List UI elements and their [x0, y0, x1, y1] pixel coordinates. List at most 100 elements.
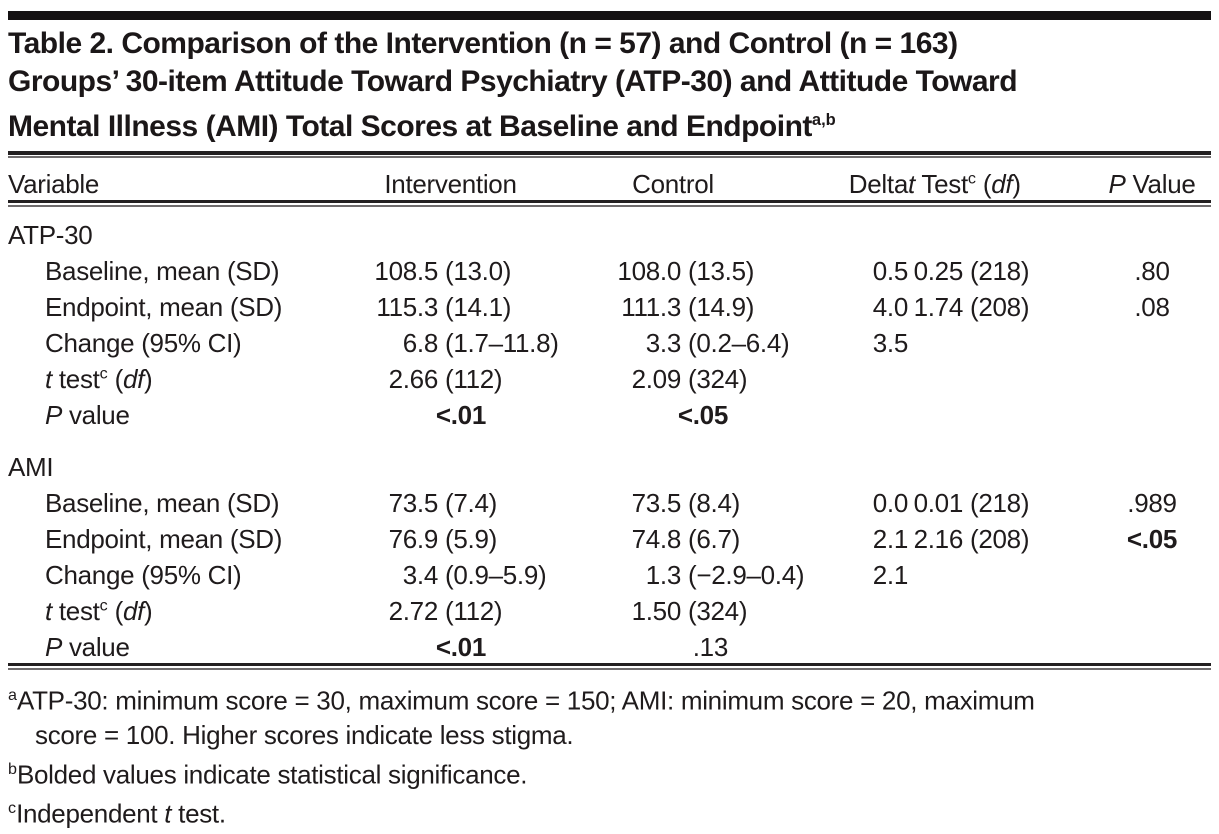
- delta-cell: [798, 359, 908, 395]
- title-divider-rule: [8, 151, 1211, 158]
- intervention-cell: 2.72 (112): [388, 596, 503, 626]
- table-row: t testc (df) 2.72 (112) 1.50 (324): [8, 591, 1211, 627]
- section-row-atp30: ATP-30: [8, 207, 1211, 251]
- table-row: P value <.01 <.05: [8, 395, 1211, 431]
- table-row: Endpoint, mean (SD) 115.3 (14.1) 111.3 (14…: [8, 287, 1211, 323]
- t-test-cell: 0.01 (218): [913, 488, 1030, 518]
- footnotes: aATP-30: minimum score = 30, maximum sco…: [8, 678, 1211, 831]
- row-label: Change (95% CI): [45, 560, 242, 590]
- header-divider-rule: [8, 200, 1211, 207]
- row-label: t testc (df): [45, 596, 153, 626]
- footnote-a-line-1: ATP-30: minimum score = 30, maximum scor…: [16, 685, 1035, 716]
- t-test-cell: 2.16 (208): [913, 524, 1030, 554]
- table-title-superscript: a,b: [811, 111, 836, 129]
- column-header-t-test: t Testc (df): [908, 169, 1021, 199]
- intervention-cell: 115.3 (14.1): [376, 292, 512, 322]
- row-label: P value: [45, 400, 130, 430]
- table-title-line-3-text: Mental Illness (AMI) Total Scores at Bas…: [8, 110, 812, 143]
- intervention-cell: <.01: [435, 632, 486, 662]
- control-cell: 73.5 (8.4): [631, 488, 741, 518]
- p-value-cell: [1093, 323, 1211, 359]
- row-label: Baseline, mean (SD): [45, 256, 280, 286]
- intervention-cell: 6.8 (1.7–11.8): [402, 328, 559, 358]
- t-test-cell: [908, 591, 1093, 627]
- table-row: t testc (df) 2.66 (112) 2.09 (324): [8, 359, 1211, 395]
- column-header-intervention: Intervention: [384, 169, 517, 199]
- control-cell: 1.3 (−2.9–0.4): [645, 560, 805, 590]
- body-bottom-rule: [8, 663, 1211, 670]
- row-label: Baseline, mean (SD): [45, 488, 280, 518]
- p-value-cell: [1093, 627, 1211, 663]
- p-value-cell: [1093, 395, 1211, 431]
- row-label: Change (95% CI): [45, 328, 242, 358]
- intervention-cell: 108.5 (13.0): [374, 256, 512, 286]
- p-value-cell: [1093, 359, 1211, 395]
- delta-cell: [798, 395, 908, 431]
- section-label: ATP-30: [8, 220, 93, 250]
- row-label: t testc (df): [45, 364, 153, 394]
- table-row: Change (95% CI) 3.4 (0.9–5.9) 1.3 (−2.9–0.…: [8, 555, 1211, 591]
- table-row: P value <.01 .13: [8, 627, 1211, 663]
- footnote-c-text: Independent t test.: [16, 798, 226, 829]
- row-label: Endpoint, mean (SD): [45, 524, 283, 554]
- intervention-cell: 73.5 (7.4): [388, 488, 498, 518]
- control-cell: 74.8 (6.7): [631, 524, 741, 554]
- table-row: Baseline, mean (SD) 108.5 (13.0) 108.0 (13…: [8, 251, 1211, 287]
- table-title-line-1: Table 2. Comparison of the Intervention …: [8, 27, 958, 60]
- row-label: P value: [45, 632, 130, 662]
- table-header-row: Variable Intervention Control Delta t Te…: [8, 158, 1211, 200]
- footnote-b: bBolded values indicate statistical sign…: [8, 752, 1211, 792]
- t-test-cell: 1.74 (208): [913, 292, 1030, 322]
- footnote-b-text: Bolded values indicate statistical signi…: [16, 759, 528, 790]
- p-value-cell: .80: [1134, 256, 1170, 286]
- section-row-ami: AMI: [8, 431, 1211, 483]
- t-test-cell: 0.25 (218): [913, 256, 1030, 286]
- delta-cell: 3.5: [872, 328, 909, 358]
- intervention-cell: 2.66 (112): [388, 364, 503, 394]
- delta-cell: 2.1: [872, 560, 909, 590]
- t-test-cell: [908, 627, 1093, 663]
- table-row: Baseline, mean (SD) 73.5 (7.4) 73.5 (8.4) …: [8, 483, 1211, 519]
- control-cell: 3.3 (0.2–6.4): [645, 328, 790, 358]
- delta-cell: 4.0: [872, 292, 909, 322]
- control-cell: <.05: [677, 400, 728, 430]
- p-value-cell: [1093, 555, 1211, 591]
- column-header-delta: Delta: [848, 169, 909, 199]
- control-cell: 1.50 (324): [631, 596, 748, 626]
- footnote-c: cIndependent t test.: [8, 791, 1211, 831]
- delta-cell: [798, 627, 908, 663]
- control-cell: 111.3 (14.9): [621, 292, 755, 322]
- t-test-cell: [908, 359, 1093, 395]
- comparison-table: Variable Intervention Control Delta t Te…: [8, 158, 1211, 670]
- p-value-cell: .989: [1127, 488, 1177, 518]
- table-title-line-3: Mental Illness (AMI) Total Scores at Bas…: [8, 101, 1211, 146]
- control-cell: .13: [692, 632, 729, 662]
- delta-cell: 0.5: [872, 256, 909, 286]
- row-label: Endpoint, mean (SD): [45, 292, 283, 322]
- delta-cell: 2.1: [872, 524, 909, 554]
- p-value-cell: .08: [1134, 292, 1170, 322]
- footnote-a-marker: a: [8, 686, 17, 704]
- section-label: AMI: [8, 452, 54, 482]
- table-title: Table 2. Comparison of the Intervention …: [8, 25, 1211, 146]
- p-value-cell: [1093, 591, 1211, 627]
- column-header-variable: Variable: [8, 169, 100, 199]
- p-value-cell: <.05: [1126, 524, 1178, 554]
- footnote-b-marker: b: [8, 759, 17, 778]
- intervention-cell: 76.9 (5.9): [388, 524, 498, 554]
- footnote-a: aATP-30: minimum score = 30, maximum sco…: [8, 678, 1211, 752]
- footnote-c-marker: c: [8, 799, 17, 818]
- delta-cell: [798, 591, 908, 627]
- table-row: Endpoint, mean (SD) 76.9 (5.9) 74.8 (6.7) …: [8, 519, 1211, 555]
- intervention-cell: <.01: [435, 400, 486, 430]
- table-title-line-2: Groups’ 30-item Attitude Toward Psychiat…: [8, 65, 1018, 98]
- column-header-control: Control: [632, 169, 714, 199]
- table-row: Change (95% CI) 6.8 (1.7–11.8) 3.3 (0.2–6.…: [8, 323, 1211, 359]
- t-test-cell: [908, 395, 1093, 431]
- column-header-p-value: P Value: [1108, 169, 1196, 199]
- footnote-a-line-2: score = 100. Higher scores indicate less…: [35, 719, 574, 750]
- t-test-cell: [908, 555, 1093, 591]
- t-test-cell: [908, 323, 1093, 359]
- delta-cell: 0.0: [872, 488, 909, 518]
